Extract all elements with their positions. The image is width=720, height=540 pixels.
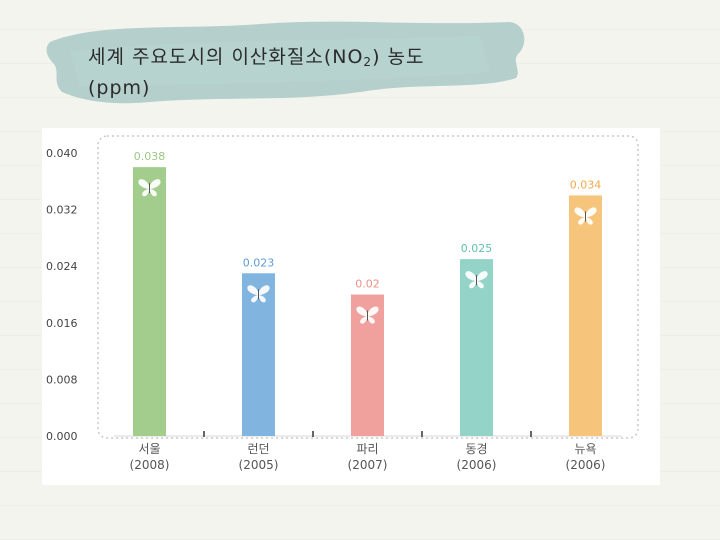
butterfly-icon [247,285,270,303]
brush-stroke-banner [46,21,525,104]
chart-panel: 0.000 0.008 0.016 0.024 0.032 0.040 0.038 0.02… [42,128,660,485]
y-tick-label: 0.008 [46,373,78,386]
x-category-label: 파리 [356,442,378,456]
bars-group: 0.038 0.023 0.02 0.025 0.034 [133,150,602,436]
title-unit: (ppm) [88,77,151,99]
x-year-label: (2005) [239,458,279,472]
x-category-label: 서울 [138,442,160,456]
x-year-label: (2007) [348,458,388,472]
y-tick-label: 0.016 [46,317,78,330]
title-text: 세계 주요도시의 이산화질소(NO [88,46,364,68]
butterfly-icon [138,179,161,197]
bar-value-label: 0.023 [243,256,275,269]
bar-value-label: 0.038 [134,150,166,163]
x-year-label: (2008) [130,458,170,472]
butterfly-icon [465,271,488,289]
butterfly-icon [356,306,379,324]
x-category-label: 뉴욕 [574,442,596,456]
y-tick-label: 0.000 [46,430,78,443]
title-text-end: ) 농도 [372,46,425,68]
y-tick-label: 0.040 [46,147,78,160]
x-category-label: 동경 [465,442,487,456]
x-category-label: 런던 [247,442,269,456]
x-year-label: (2006) [566,458,606,472]
bar-value-label: 0.034 [570,178,602,191]
y-tick-label: 0.024 [46,260,78,273]
bar [242,273,275,436]
title-subscript: 2 [363,55,373,69]
bar-chart: 0.000 0.008 0.016 0.024 0.032 0.040 0.038 0.02… [46,135,639,472]
bar-value-label: 0.025 [461,242,493,255]
bar [133,167,166,436]
x-axis-labels: 서울 (2008) 런던 (2005) 파리 (2007) 동경 (2006) 뉴욕 (2006) [130,431,606,472]
bar-value-label: 0.02 [355,278,380,291]
y-tick-label: 0.032 [46,204,78,217]
x-year-label: (2006) [457,458,497,472]
butterfly-icon [574,207,597,225]
bar [569,195,602,436]
y-axis: 0.000 0.008 0.016 0.024 0.032 0.040 [46,147,78,443]
chart-title: 세계 주요도시의 이산화질소(NO2) 농도 (ppm) [88,44,528,101]
plot-frame [97,135,639,439]
bar [460,259,493,436]
